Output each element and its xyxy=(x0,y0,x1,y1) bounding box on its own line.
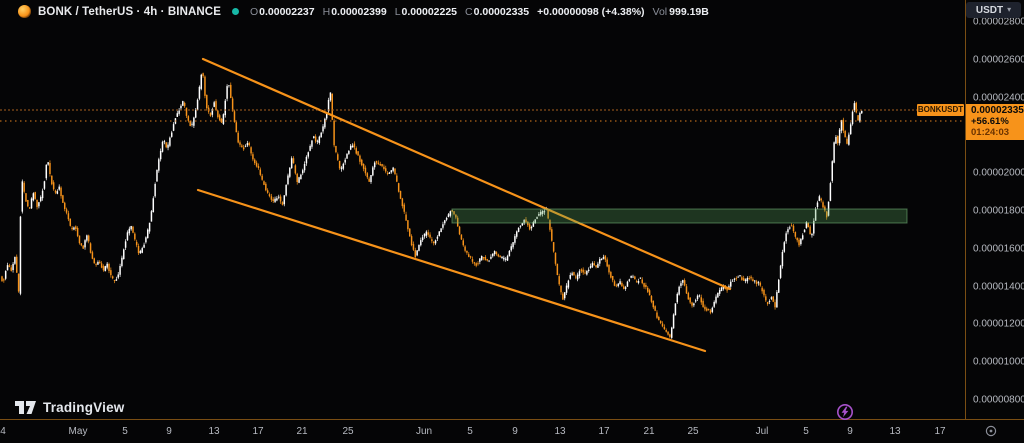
time-axis[interactable]: 4 May 5 9 13 17 21 25 Jun 5 9 13 17 21 25 Jul 5 9 13 17 xyxy=(0,420,965,443)
time-axis-label: 9 xyxy=(166,426,172,437)
time-axis-label: 17 xyxy=(934,426,946,437)
change-percent-value: +56.61% xyxy=(971,116,1009,127)
time-axis-label: 13 xyxy=(554,426,566,437)
market-status-dot-icon[interactable] xyxy=(231,8,239,15)
lightning-icon xyxy=(837,404,853,420)
time-axis-label: May xyxy=(68,426,88,437)
last-price-value: 0.00002335 xyxy=(971,105,1024,116)
time-axis-label: 25 xyxy=(342,426,354,437)
tradingview-logo-text: TradingView xyxy=(43,400,125,415)
time-axis-label: Jul xyxy=(755,426,769,437)
price-axis[interactable]: 0.000028000.000026000.000024000.00002200… xyxy=(966,0,1024,419)
time-axis-label: 21 xyxy=(643,426,655,437)
time-axis-label: 17 xyxy=(598,426,610,437)
price-axis-label: 0.00001400 xyxy=(973,281,1024,293)
ohlc-readout: O 0.00002237 H 0.00002399 L 0.00002225 C… xyxy=(250,6,709,18)
time-axis-label: 4 xyxy=(0,426,6,437)
price-axis-label: 0.00002600 xyxy=(973,54,1024,66)
supply-zone-rectangle[interactable] xyxy=(451,208,908,224)
up-candle-wicks xyxy=(5,73,863,339)
time-axis-label: 5 xyxy=(803,426,809,437)
price-axis-label: 0.00002400 xyxy=(973,92,1024,104)
bar-countdown-timer: 01:24:03 xyxy=(971,127,1010,138)
time-axis-label: 17 xyxy=(252,426,264,437)
price-change: +0.00000098 (+4.38%) xyxy=(537,5,645,18)
price-axis-label: 0.00001000 xyxy=(973,356,1024,368)
time-axis-label: Jun xyxy=(415,426,433,437)
time-axis-label: 13 xyxy=(889,426,901,437)
close-value: C 0.00002335 xyxy=(465,5,530,18)
upper-trendline[interactable] xyxy=(201,57,732,291)
chart-legend: BONK / TetherUS · 4h · BINANCE O 0.00002… xyxy=(18,4,709,19)
price-axis-label: 0.00000800 xyxy=(973,394,1024,406)
price-axis-label: 0.00001600 xyxy=(973,243,1024,255)
last-price-axis-label: 0.00002335 +56.61% 01:24:03 xyxy=(966,104,1024,140)
scale-reset-icon[interactable] xyxy=(985,424,997,437)
time-axis-border xyxy=(0,419,1024,420)
down-candle-bodies xyxy=(1,73,859,337)
time-axis-label: 9 xyxy=(847,426,853,437)
open-value: O 0.00002237 xyxy=(249,5,315,18)
time-axis-label: 5 xyxy=(467,426,473,437)
horizontal-line-label[interactable]: BONKUSDT xyxy=(917,104,964,116)
candlestick-chart-canvas[interactable] xyxy=(0,0,966,420)
tradingview-mark-icon xyxy=(15,401,36,414)
currency-toggle-button[interactable]: USDT ▾ xyxy=(966,2,1021,18)
price-axis-border xyxy=(965,0,966,419)
high-value: H 0.00002399 xyxy=(322,5,387,18)
symbol-title[interactable]: BONK / TetherUS · 4h · BINANCE xyxy=(38,5,221,18)
tradingview-logo[interactable]: TradingView xyxy=(15,400,124,415)
price-axis-label: 0.00002000 xyxy=(973,167,1024,179)
up-candle-bodies xyxy=(4,74,863,338)
bonk-coin-logo-icon xyxy=(18,5,31,18)
price-axis-label: 0.00002800 xyxy=(973,16,1024,28)
down-candle-wicks xyxy=(1,72,859,339)
lower-trendline[interactable] xyxy=(196,188,707,353)
time-axis-label: 9 xyxy=(512,426,518,437)
price-axis-label: 0.00001800 xyxy=(973,205,1024,217)
time-axis-label: 25 xyxy=(687,426,699,437)
low-value: L 0.00002225 xyxy=(394,5,458,18)
volume-readout: Vol 999.19B xyxy=(652,5,709,18)
chevron-down-icon: ▾ xyxy=(1007,5,1012,14)
lightning-button[interactable] xyxy=(836,403,854,421)
time-axis-label: 21 xyxy=(296,426,308,437)
time-axis-label: 5 xyxy=(122,426,128,437)
price-axis-label: 0.00001200 xyxy=(973,318,1024,330)
time-axis-label: 13 xyxy=(208,426,220,437)
